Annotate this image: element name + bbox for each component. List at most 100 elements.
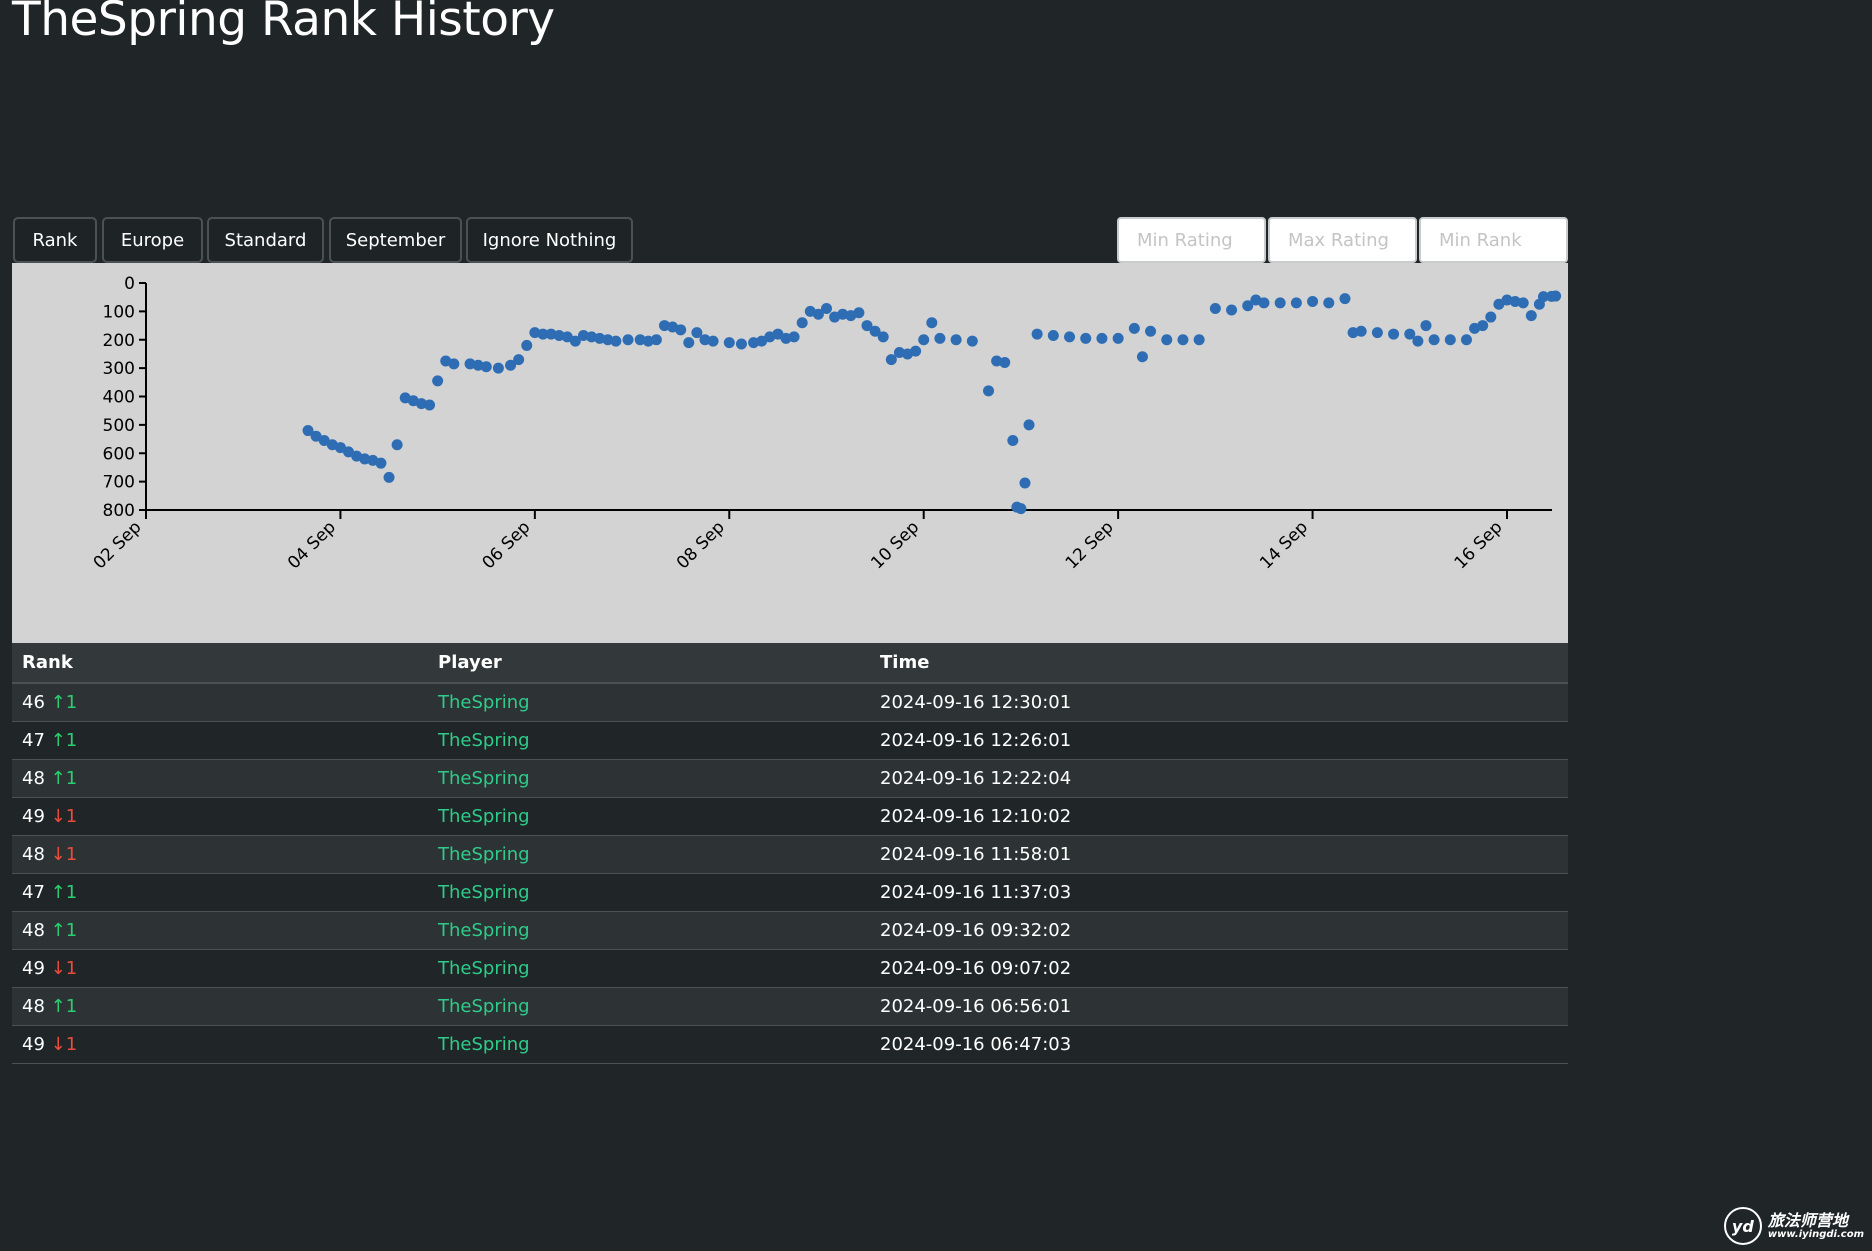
data-point[interactable] (1242, 300, 1254, 312)
data-point[interactable] (926, 317, 938, 329)
data-point[interactable] (334, 442, 346, 454)
data-point[interactable] (756, 335, 768, 347)
data-point[interactable] (966, 335, 978, 347)
data-point[interactable] (432, 375, 444, 387)
data-point[interactable] (1136, 351, 1148, 363)
data-point[interactable] (359, 453, 371, 465)
data-point[interactable] (594, 332, 606, 344)
data-point[interactable] (1226, 304, 1238, 316)
data-point[interactable] (424, 399, 436, 411)
data-point[interactable] (464, 358, 476, 370)
time-column-header[interactable]: Time (870, 643, 1568, 684)
data-point[interactable] (553, 329, 565, 341)
data-point[interactable] (1290, 297, 1302, 309)
data-point[interactable] (1080, 332, 1092, 344)
min-rating-input[interactable] (1117, 217, 1266, 263)
data-point[interactable] (837, 308, 849, 320)
data-point[interactable] (748, 337, 760, 349)
data-point[interactable] (513, 354, 525, 366)
data-point[interactable] (545, 328, 557, 340)
data-point[interactable] (780, 332, 792, 344)
rank-column-header[interactable]: Rank (12, 643, 428, 684)
data-point[interactable] (1420, 320, 1432, 332)
data-point[interactable] (1112, 332, 1124, 344)
data-point[interactable] (999, 356, 1011, 368)
data-point[interactable] (622, 334, 634, 346)
data-point[interactable] (658, 320, 670, 332)
data-point[interactable] (877, 331, 889, 343)
data-point[interactable] (1501, 294, 1513, 306)
data-point[interactable] (391, 439, 403, 451)
data-point[interactable] (1493, 298, 1505, 310)
data-point[interactable] (893, 347, 905, 359)
data-point[interactable] (1388, 328, 1400, 340)
data-point[interactable] (1485, 311, 1497, 323)
player-link[interactable]: TheSpring (438, 882, 530, 903)
data-point[interactable] (1517, 297, 1529, 309)
player-column-header[interactable]: Player (428, 643, 870, 684)
data-point[interactable] (505, 359, 517, 371)
data-point[interactable] (586, 331, 598, 343)
player-link[interactable]: TheSpring (438, 730, 530, 751)
data-point[interactable] (529, 327, 541, 339)
data-point[interactable] (492, 362, 504, 374)
data-point[interactable] (1412, 335, 1424, 347)
data-point[interactable] (723, 337, 735, 349)
player-link[interactable]: TheSpring (438, 768, 530, 789)
data-point[interactable] (1339, 293, 1351, 305)
data-point[interactable] (861, 320, 873, 332)
player-link[interactable]: TheSpring (438, 692, 530, 713)
data-point[interactable] (1525, 310, 1537, 322)
player-link[interactable]: TheSpring (438, 920, 530, 941)
data-point[interactable] (1177, 334, 1189, 346)
data-point[interactable] (602, 334, 614, 346)
rank-filter-button[interactable]: Rank (13, 217, 97, 263)
data-point[interactable] (853, 307, 865, 319)
data-point[interactable] (1193, 334, 1205, 346)
player-link[interactable]: TheSpring (438, 806, 530, 827)
data-point[interactable] (650, 334, 662, 346)
data-point[interactable] (1537, 291, 1549, 303)
player-link[interactable]: TheSpring (438, 844, 530, 865)
data-point[interactable] (1323, 297, 1335, 309)
player-link[interactable]: TheSpring (438, 958, 530, 979)
data-point[interactable] (302, 425, 314, 437)
data-point[interactable] (521, 339, 533, 351)
data-point[interactable] (1307, 295, 1319, 307)
data-point[interactable] (869, 325, 881, 337)
data-point[interactable] (1371, 327, 1383, 339)
data-point[interactable] (788, 331, 800, 343)
data-point[interactable] (1128, 322, 1140, 334)
data-point[interactable] (318, 434, 330, 446)
data-point[interactable] (821, 303, 832, 315)
data-point[interactable] (1404, 328, 1416, 340)
data-point[interactable] (1023, 419, 1035, 431)
ignore-filter-button[interactable]: Ignore Nothing (466, 217, 633, 263)
data-point[interactable] (699, 334, 711, 346)
data-point[interactable] (1007, 434, 1019, 446)
data-point[interactable] (310, 430, 322, 442)
data-point[interactable] (772, 328, 784, 340)
data-point[interactable] (812, 308, 824, 320)
max-rating-input[interactable] (1268, 217, 1417, 263)
month-filter-button[interactable]: September (329, 217, 462, 263)
data-point[interactable] (796, 317, 808, 329)
data-point[interactable] (383, 471, 395, 483)
data-point[interactable] (691, 327, 703, 339)
data-point[interactable] (1209, 303, 1221, 315)
data-point[interactable] (950, 334, 962, 346)
data-point[interactable] (537, 328, 549, 340)
data-point[interactable] (1509, 295, 1521, 307)
data-point[interactable] (1019, 477, 1031, 489)
data-point[interactable] (480, 361, 492, 373)
data-point[interactable] (1444, 334, 1456, 346)
data-point[interactable] (934, 332, 946, 344)
data-point[interactable] (1064, 331, 1076, 343)
data-point[interactable] (472, 359, 484, 371)
data-point[interactable] (918, 334, 930, 346)
data-point[interactable] (634, 334, 646, 346)
format-filter-button[interactable]: Standard (207, 217, 324, 263)
data-point[interactable] (569, 335, 581, 347)
data-point[interactable] (375, 457, 387, 469)
data-point[interactable] (1274, 297, 1286, 309)
